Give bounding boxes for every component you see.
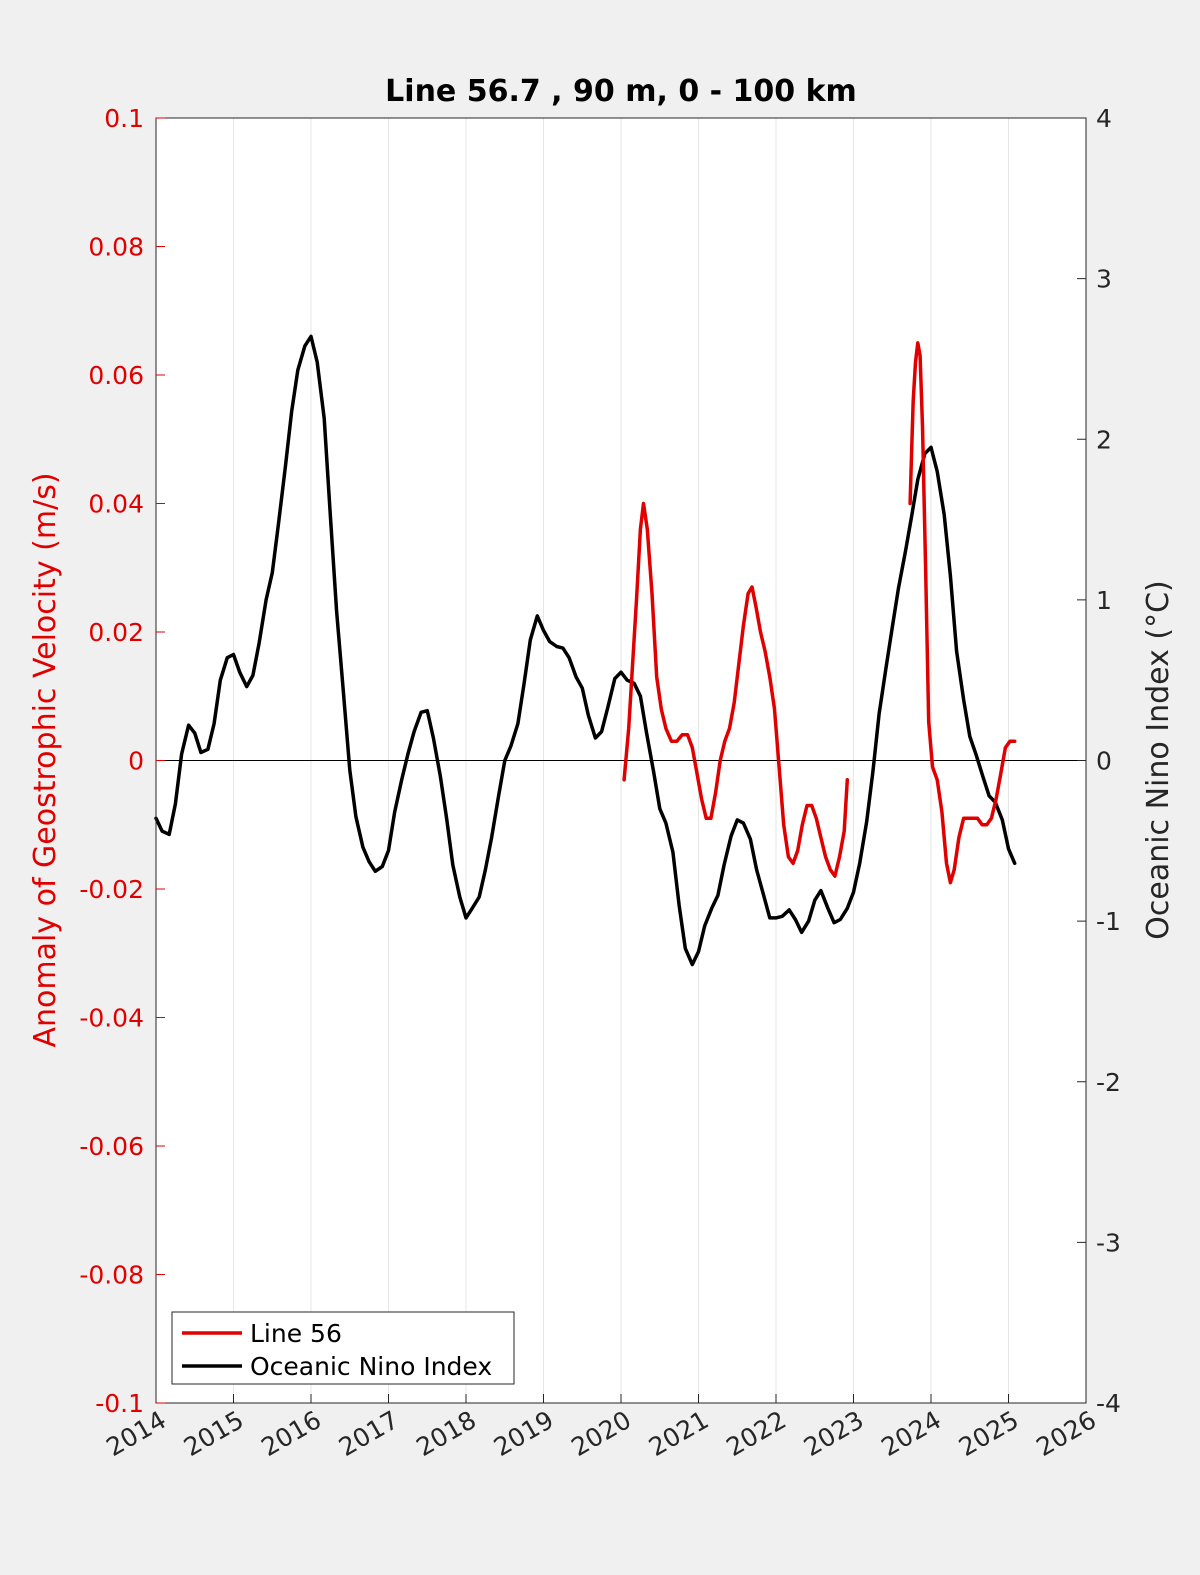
y-right-tick-label: -2	[1096, 1068, 1121, 1097]
chart-title: Line 56.7 , 90 m, 0 - 100 km	[385, 74, 857, 109]
y-right-tick-label: 4	[1096, 104, 1112, 133]
y-axis-label-left: Anomaly of Geostrophic Velocity (m/s)	[28, 472, 63, 1047]
y-right-tick-label: -3	[1096, 1228, 1121, 1257]
y-right-tick-label: -1	[1096, 907, 1121, 936]
ticks: 2 0 1 4 2015 2016 2017 2018 2019 2020 2021 2022 2023…	[79, 104, 1121, 1462]
x-tick-label: 2016	[256, 1405, 326, 1462]
y-right-tick-label: 2	[1096, 425, 1112, 454]
x-tick-label: 2019	[489, 1405, 559, 1462]
y-left-tick-label: 0.02	[88, 618, 144, 647]
y-left-tick-label: 0.06	[88, 361, 144, 390]
y-left-tick-label: 0.04	[88, 490, 144, 519]
y-right-tick-label: 1	[1096, 586, 1112, 615]
y-left-tick-label: 0	[128, 747, 144, 776]
y-left-tick-label: 0.08	[88, 233, 144, 262]
y-left-tick-label: -0.02	[79, 875, 144, 904]
y-left-tick-label: 0.1	[104, 104, 144, 133]
series-line56	[622, 341, 1017, 885]
series-oni	[154, 334, 1017, 967]
x-tick-label: 2021	[644, 1405, 714, 1462]
x-tick-label: 2026	[1031, 1405, 1101, 1462]
y-left-tick-label: -0.04	[79, 1004, 144, 1033]
y-axis-label-right: Oceanic Nino Index (°C)	[1141, 580, 1176, 940]
x-tick-label: 2020	[566, 1405, 636, 1462]
legend-box	[171, 1311, 515, 1385]
legend-line56-label: Line 56	[250, 1319, 342, 1348]
x-tick-label: 2024	[876, 1405, 946, 1462]
x-tick-label: 2015	[179, 1405, 249, 1462]
y-right-tick-label: 3	[1096, 265, 1112, 294]
x-tick-label: 2025	[954, 1405, 1024, 1462]
y-right-tick-label: -4	[1096, 1389, 1121, 1418]
legend-oni-label: Oceanic Nino Index	[250, 1352, 492, 1381]
x-tick-label: 2017	[334, 1405, 404, 1462]
y-left-tick-label: -0.08	[79, 1261, 144, 1290]
y-right-tick-label: 0	[1096, 747, 1112, 776]
series-layer	[154, 334, 1017, 967]
y-left-tick-label: -0.06	[79, 1132, 144, 1161]
x-tick-label: 2018	[411, 1405, 481, 1462]
y-left-tick-label: -0.1	[95, 1389, 144, 1418]
x-tick-label: 2022	[721, 1405, 791, 1462]
legend: Line 56 Oceanic Nino Index	[171, 1311, 515, 1385]
x-tick-label: 2023	[799, 1405, 869, 1462]
